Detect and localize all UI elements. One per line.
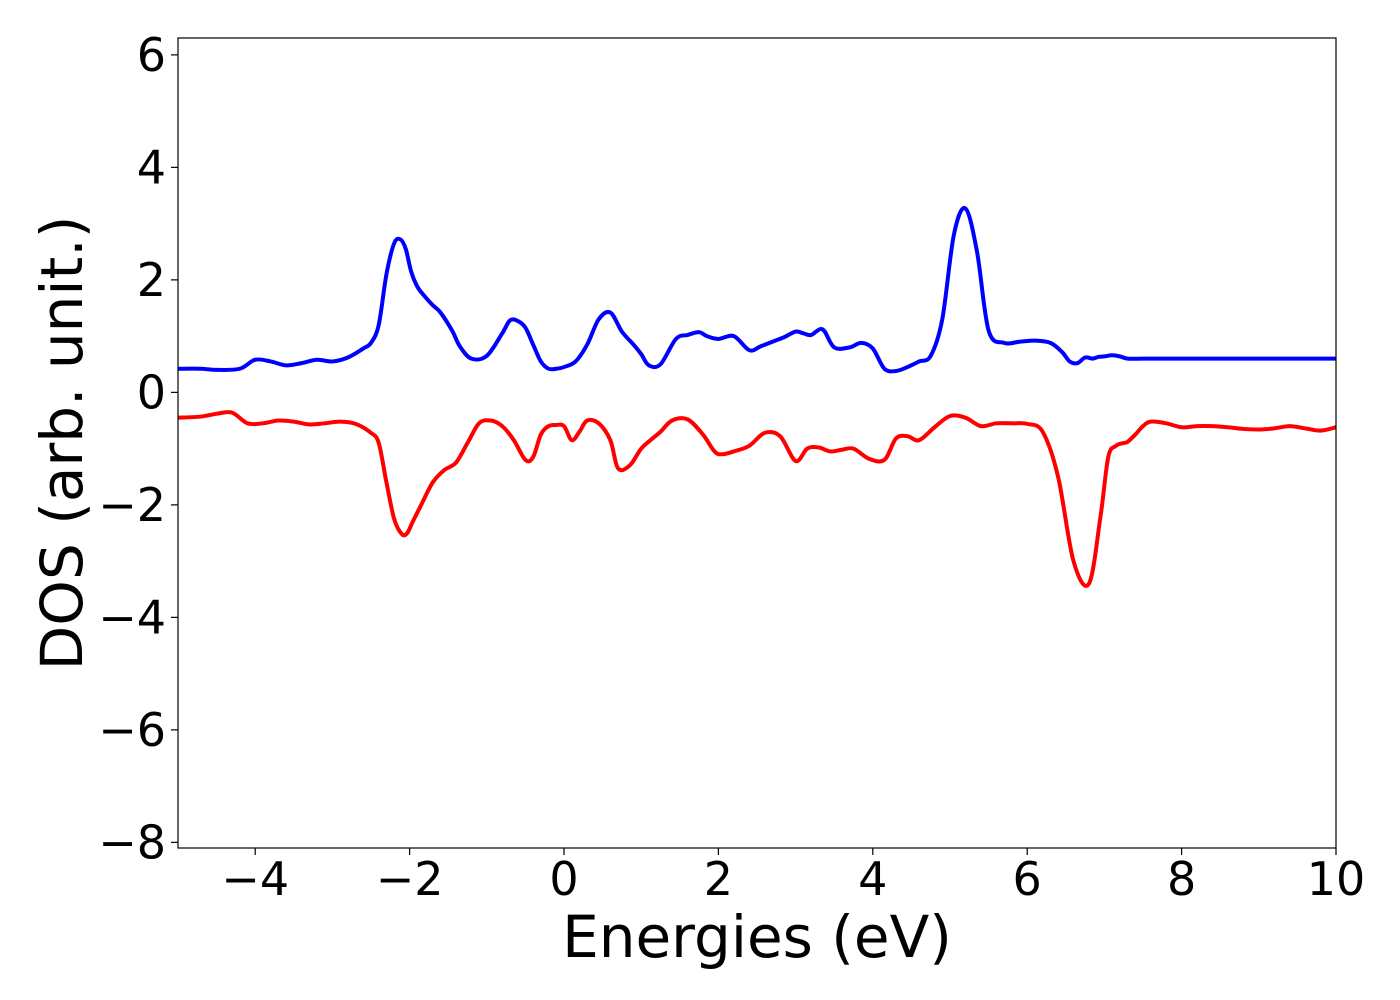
x-tick-label: 8 xyxy=(1167,852,1196,906)
series-line-blue xyxy=(178,206,1336,374)
series-line-red xyxy=(178,410,1336,588)
y-tick-label: 0 xyxy=(137,365,166,419)
x-tick-label: 0 xyxy=(549,852,578,906)
y-tick-label: −8 xyxy=(98,815,166,869)
x-tick-label: 10 xyxy=(1307,852,1366,906)
y-tick-label: 6 xyxy=(137,28,166,82)
plot-frame xyxy=(177,37,1337,849)
y-axis-ticks: −8 −6 −4 −2 0 2 4 6 xyxy=(98,28,178,869)
y-tick-label: 4 xyxy=(137,140,166,194)
x-axis-label: Energies (eV) xyxy=(562,903,952,971)
x-tick-label: 6 xyxy=(1013,852,1042,906)
x-axis-ticks: −4 −2 0 2 4 6 8 10 xyxy=(221,848,1365,906)
series-layer xyxy=(178,206,1336,588)
x-tick-label: −4 xyxy=(221,852,289,906)
y-tick-label: −4 xyxy=(98,590,166,644)
y-tick-label: −2 xyxy=(98,478,166,532)
x-tick-label: −2 xyxy=(376,852,444,906)
x-tick-label: 2 xyxy=(704,852,733,906)
y-axis-label: DOS (arb. unit.) xyxy=(28,216,96,671)
x-tick-label: 4 xyxy=(858,852,887,906)
y-tick-label: −6 xyxy=(98,703,166,757)
y-tick-label: 2 xyxy=(137,253,166,307)
